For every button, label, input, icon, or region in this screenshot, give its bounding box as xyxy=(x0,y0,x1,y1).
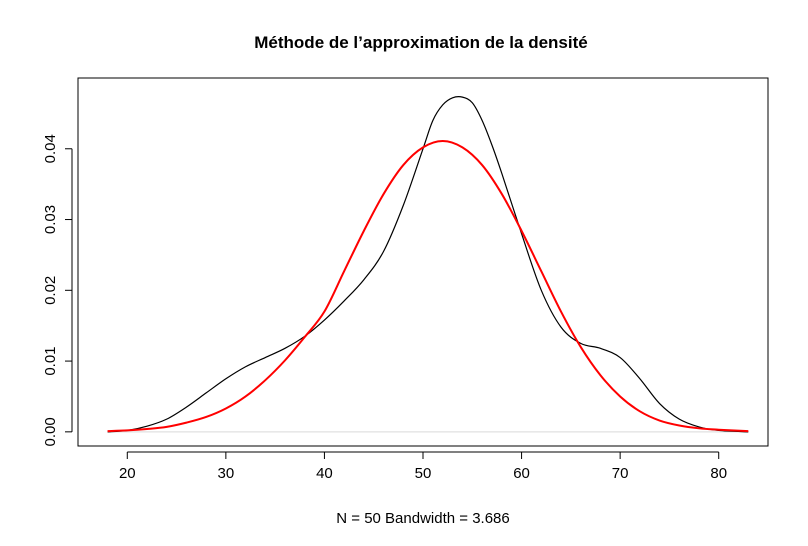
y-tick-label: 0.00 xyxy=(42,417,59,446)
y-axis: 0.00 0.01 0.02 0.03 0.04 xyxy=(42,134,73,446)
x-tick-label: 50 xyxy=(415,465,432,482)
x-axis-label: N = 50 Bandwidth = 3.686 xyxy=(336,510,509,527)
y-tick-label: 0.02 xyxy=(42,276,59,305)
x-axis: 20 30 40 50 60 70 80 xyxy=(119,451,727,482)
y-tick-label: 0.03 xyxy=(42,205,59,234)
y-tick-label: 0.04 xyxy=(42,134,59,163)
chart-title: Méthode de l’approximation de la densité xyxy=(254,33,587,52)
x-tick-label: 70 xyxy=(612,465,629,482)
series-layer xyxy=(107,96,749,433)
y-tick-label: 0.01 xyxy=(42,346,59,375)
x-tick-label: 80 xyxy=(710,465,727,482)
x-tick-label: 30 xyxy=(218,465,235,482)
plot-frame xyxy=(77,77,769,447)
normal-approximation-line xyxy=(107,139,749,433)
x-tick-label: 40 xyxy=(316,465,333,482)
x-tick-label: 60 xyxy=(513,465,530,482)
x-tick-label: 20 xyxy=(119,465,136,482)
kernel-density-line xyxy=(107,96,749,433)
